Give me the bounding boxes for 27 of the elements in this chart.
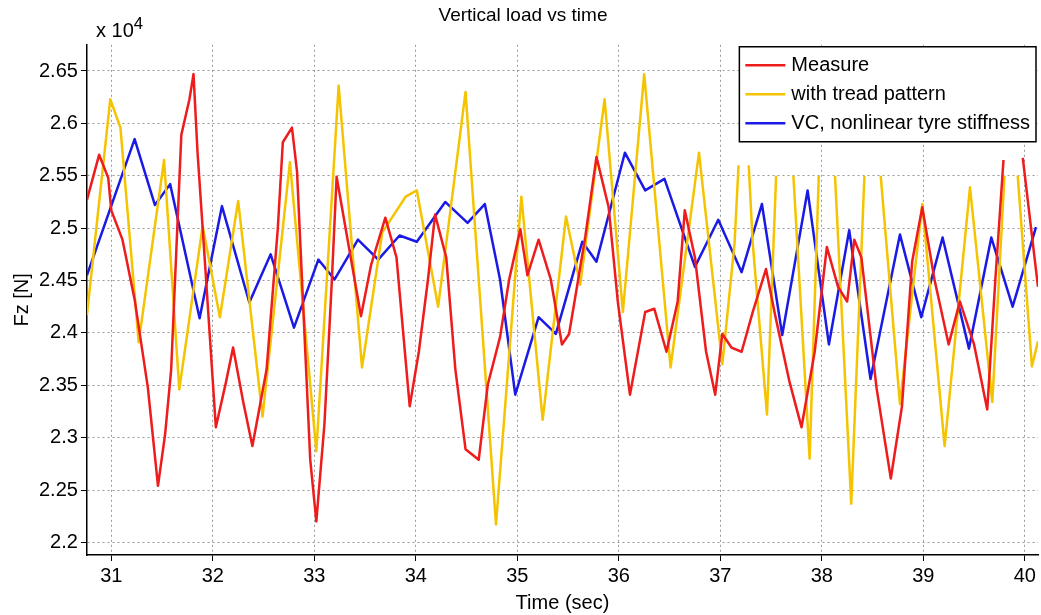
x-tick-label: 31 (100, 563, 123, 586)
x-tick-label: 40 (1013, 563, 1036, 586)
y-tick-label: 2.6 (50, 110, 78, 133)
legend-label: with tread pattern (790, 81, 946, 104)
text: x 10$^{4}$ (96, 14, 144, 42)
y-tick-label: 2.25 (38, 477, 78, 500)
y-tick-label: 2.3 (50, 425, 78, 448)
x-tick-label: 33 (303, 563, 326, 586)
x-tick-label: 38 (810, 563, 833, 586)
x-axis-title: Time (sec) (515, 590, 610, 613)
y-tick-label: 2.45 (38, 268, 78, 291)
x-tick-label: 39 (912, 563, 935, 586)
x-tick-label: 32 (201, 563, 224, 586)
y-tick-label: 2.2 (50, 529, 78, 552)
y-tick-label: 2.65 (38, 58, 78, 81)
y-axis-title: Fz [N] (9, 273, 32, 327)
y-tick-label: 2.4 (50, 320, 78, 343)
x-tick-label: 34 (404, 563, 427, 586)
legend-label: Measure (791, 52, 870, 75)
x-tick-label: 35 (506, 563, 529, 586)
x-tick-label: 36 (607, 563, 630, 586)
chart-title: Vertical load vs time (438, 3, 608, 25)
legend-label: VC, nonlinear tyre stiffness (791, 110, 1031, 133)
y-tick-label: 2.35 (38, 372, 78, 395)
y-tick-label: 2.5 (50, 215, 78, 238)
y-tick-label: 2.55 (38, 163, 78, 186)
x-tick-label: 37 (709, 563, 732, 586)
